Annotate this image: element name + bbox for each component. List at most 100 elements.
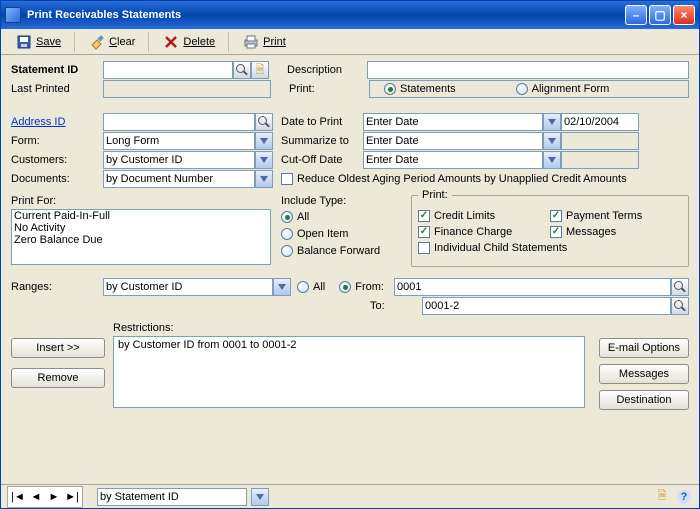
- print-group-legend: Print:: [418, 189, 452, 201]
- nav-last-button[interactable]: ►|: [63, 488, 81, 506]
- chevron-down-icon: [548, 119, 556, 125]
- print-for-listbox[interactable]: Current Paid-In-Full No Activity Zero Ba…: [11, 209, 271, 265]
- print-mode-label: Print:: [289, 83, 369, 95]
- restriction-item[interactable]: by Customer ID from 0001 to 0001-2: [118, 339, 580, 351]
- list-item[interactable]: Current Paid-In-Full: [12, 210, 270, 222]
- ranges-select[interactable]: by Customer ID: [103, 278, 273, 296]
- include-type-label: Include Type:: [281, 195, 401, 207]
- save-label: Save: [36, 36, 61, 48]
- restrictions-label: Restrictions:: [113, 322, 585, 334]
- last-printed-label: Last Printed: [11, 83, 103, 95]
- include-balance-radio[interactable]: Balance Forward: [281, 245, 401, 257]
- summarize-to-date: [561, 132, 639, 150]
- title-bar: Print Receivables Statements – ▢ ×: [1, 1, 699, 29]
- note-icon: 🗎: [658, 487, 667, 506]
- email-options-button[interactable]: E-mail Options: [599, 338, 689, 358]
- app-icon: [5, 7, 21, 23]
- nav-next-button[interactable]: ►: [45, 488, 63, 506]
- clear-button[interactable]: Clear: [80, 31, 144, 53]
- statement-id-input[interactable]: [103, 61, 233, 79]
- radio-alignment-form[interactable]: Alignment Form: [516, 83, 610, 95]
- chk-finance-charge[interactable]: Finance Charge: [418, 226, 550, 238]
- chevron-down-icon: [278, 284, 286, 290]
- cutoff-select[interactable]: Enter Date: [363, 151, 543, 169]
- address-id-link[interactable]: Address ID: [11, 116, 65, 128]
- cutoff-dropdown-button[interactable]: [543, 151, 561, 169]
- lookup-icon: [236, 64, 248, 76]
- chk-credit-limits[interactable]: Credit Limits: [418, 210, 550, 222]
- statement-id-note-button[interactable]: 🗎: [251, 61, 269, 79]
- ranges-to-lookup-button[interactable]: [671, 297, 689, 315]
- print-for-label: Print For:: [11, 195, 271, 207]
- customers-label: Customers:: [11, 154, 103, 166]
- date-to-print-select[interactable]: Enter Date: [363, 113, 543, 131]
- lookup-icon: [258, 116, 270, 128]
- remove-button[interactable]: Remove: [11, 368, 105, 388]
- print-label: Print: [263, 36, 286, 48]
- close-button[interactable]: ×: [673, 5, 695, 25]
- summarize-to-dropdown-button[interactable]: [543, 132, 561, 150]
- ranges-to-input[interactable]: 0001-2: [422, 297, 671, 315]
- maximize-button[interactable]: ▢: [649, 5, 671, 25]
- restrictions-listbox[interactable]: by Customer ID from 0001 to 0001-2: [113, 336, 585, 408]
- radio-statements[interactable]: Statements: [384, 83, 456, 95]
- summarize-to-select[interactable]: Enter Date: [363, 132, 543, 150]
- description-label: Description: [287, 64, 367, 76]
- summarize-to-label: Summarize to: [281, 135, 363, 147]
- sort-by-select[interactable]: by Statement ID: [97, 488, 247, 506]
- documents-dropdown-button[interactable]: [255, 170, 273, 188]
- form-label: Form:: [11, 135, 103, 147]
- window-title: Print Receivables Statements: [27, 9, 181, 21]
- include-all-radio[interactable]: All: [281, 211, 401, 223]
- insert-button[interactable]: Insert >>: [11, 338, 105, 358]
- address-id-lookup-button[interactable]: [255, 113, 273, 131]
- help-button[interactable]: ?: [675, 488, 693, 506]
- destination-button[interactable]: Destination: [599, 390, 689, 410]
- ranges-from-input[interactable]: 0001: [394, 278, 671, 296]
- documents-select[interactable]: by Document Number: [103, 170, 255, 188]
- toolbar: Save Clear Delete Print: [1, 29, 699, 55]
- sort-by-dropdown-button[interactable]: [251, 488, 269, 506]
- list-item[interactable]: Zero Balance Due: [12, 234, 270, 246]
- save-button[interactable]: Save: [7, 31, 70, 53]
- clear-label: Clear: [109, 36, 135, 48]
- nav-prev-button[interactable]: ◄: [27, 488, 45, 506]
- chk-individual-child[interactable]: Individual Child Statements: [418, 242, 682, 254]
- status-note-button[interactable]: 🗎: [653, 488, 671, 506]
- reduce-aging-checkbox[interactable]: Reduce Oldest Aging Period Amounts by Un…: [281, 173, 627, 185]
- ranges-dropdown-button[interactable]: [273, 278, 291, 296]
- list-item[interactable]: No Activity: [12, 222, 270, 234]
- messages-button[interactable]: Messages: [599, 364, 689, 384]
- ranges-all-radio[interactable]: All: [297, 281, 325, 293]
- date-to-print-date[interactable]: 02/10/2004: [561, 113, 639, 131]
- lookup-icon: [674, 300, 686, 312]
- chevron-down-icon: [260, 138, 268, 144]
- ranges-from-radio[interactable]: From:: [339, 281, 384, 293]
- chk-messages[interactable]: Messages: [550, 226, 682, 238]
- status-bar: |◄ ◄ ► ►| by Statement ID 🗎 ?: [1, 484, 699, 508]
- record-nav: |◄ ◄ ► ►|: [7, 486, 83, 508]
- nav-first-button[interactable]: |◄: [9, 488, 27, 506]
- minimize-button[interactable]: –: [625, 5, 647, 25]
- ranges-label: Ranges:: [11, 281, 103, 293]
- form-select[interactable]: Long Form: [103, 132, 255, 150]
- include-open-radio[interactable]: Open Item: [281, 228, 401, 240]
- customers-dropdown-button[interactable]: [255, 151, 273, 169]
- ranges-from-lookup-button[interactable]: [671, 278, 689, 296]
- chk-payment-terms[interactable]: Payment Terms: [550, 210, 682, 222]
- date-to-print-label: Date to Print: [281, 116, 363, 128]
- form-dropdown-button[interactable]: [255, 132, 273, 150]
- delete-button[interactable]: Delete: [154, 31, 224, 53]
- description-input[interactable]: [367, 61, 689, 79]
- statement-id-lookup-button[interactable]: [233, 61, 251, 79]
- help-icon: ?: [677, 490, 691, 504]
- date-to-print-dropdown-button[interactable]: [543, 113, 561, 131]
- address-id-input[interactable]: [103, 113, 255, 131]
- chevron-down-icon: [256, 494, 264, 500]
- print-button[interactable]: Print: [234, 31, 295, 53]
- lookup-icon: [674, 281, 686, 293]
- save-icon: [16, 34, 32, 50]
- chevron-down-icon: [548, 138, 556, 144]
- delete-icon: [163, 34, 179, 50]
- customers-select[interactable]: by Customer ID: [103, 151, 255, 169]
